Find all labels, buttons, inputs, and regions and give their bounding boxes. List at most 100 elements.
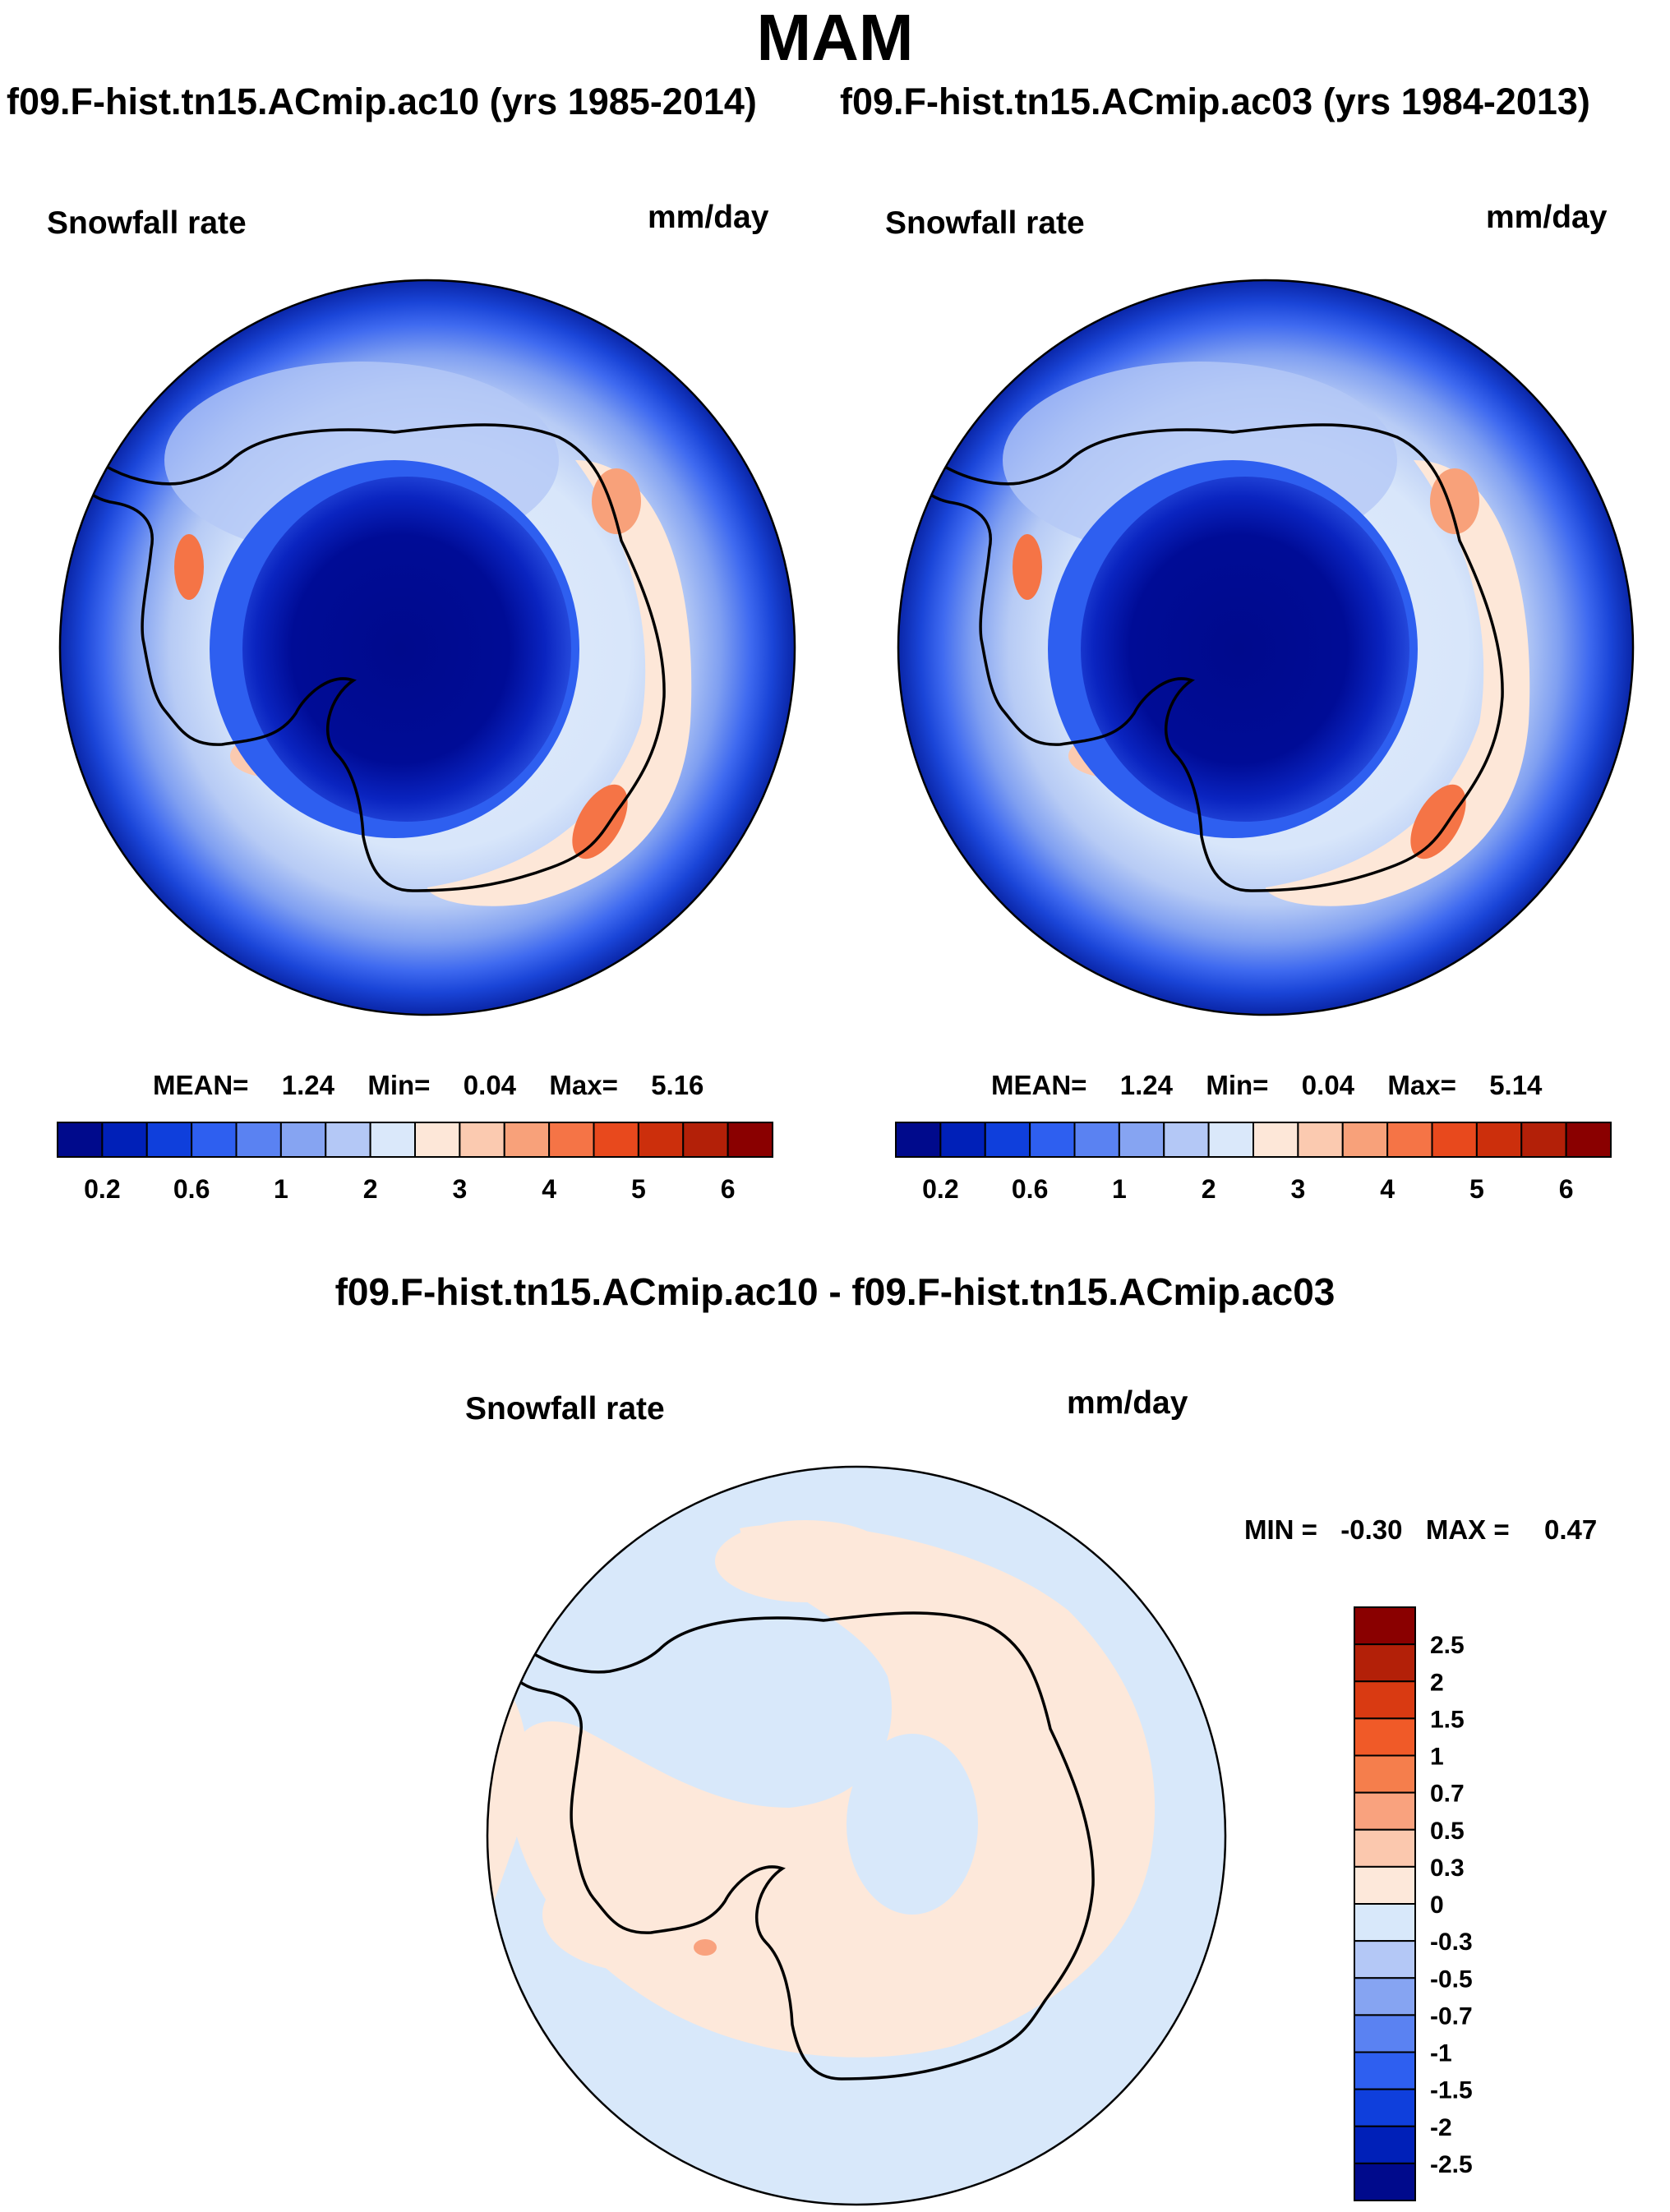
panel3-max-label: MAX = (1425, 1514, 1510, 1545)
panel1-max-label: Max= (549, 1070, 618, 1100)
panel1-warm-spot-peninsula (174, 534, 204, 600)
panel3-colorbar-tick-9: -0.5 (1430, 1965, 1473, 1993)
panel1-colorbar-box-15 (727, 1122, 773, 1158)
panel3-colorbar-tick-7: 0 (1430, 1892, 1444, 1919)
panel2-colorbar-tick-3: 2 (1202, 1174, 1216, 1204)
panel3-max-value: 0.47 (1543, 1514, 1598, 1545)
panel1-interior-field (242, 477, 571, 822)
panel1-colorbar-tick-5: 4 (542, 1174, 556, 1204)
panel2-mean-value: 1.24 (1119, 1070, 1174, 1100)
panel2-colorbar-box-9 (1297, 1122, 1344, 1158)
panel1-colorbar (57, 1122, 773, 1158)
panel3-colorbar-box-3 (1354, 1717, 1416, 1757)
panel3-colorbar-ticks: 2.5 2 1.5 1 0.7 0.5 0.3 0 -0.3 -0.5 -0.7 -1 -1.5 -2 -2… (1430, 1632, 1473, 2178)
panel3-colorbar (1354, 1606, 1416, 2201)
panel2-colorbar-box-15 (1565, 1122, 1612, 1158)
panel1-colorbar-box-1 (101, 1122, 148, 1158)
panel3-colorbar-tick-14: -2.5 (1430, 2151, 1473, 2178)
panel3-colorbar-box-6 (1354, 1828, 1416, 1868)
panel2-colorbar-box-13 (1475, 1122, 1523, 1158)
panel1-mean-label: MEAN= (153, 1070, 249, 1100)
panel3-colorbar-tick-2: 1.5 (1430, 1706, 1465, 1733)
panel1-colorbar-tick-3: 2 (363, 1174, 378, 1204)
panel2-max-label: Max= (1387, 1070, 1456, 1100)
panel1-colorbar-box-9 (459, 1122, 505, 1158)
panel2-colorbar-tick-7: 6 (1559, 1174, 1574, 1204)
panel1-units-label: mm/day (648, 200, 769, 235)
difference-title: f09.F-hist.tn15.ACmip.ac10 - f09.F-hist.… (334, 1270, 1336, 1313)
panel1-colorbar-tick-7: 6 (721, 1174, 736, 1204)
panel3-colorbar-box-1 (1354, 1643, 1416, 1683)
panel1-colorbar-box-7 (369, 1122, 416, 1158)
panel1-colorbar-box-14 (682, 1122, 729, 1158)
panel2-colorbar-box-2 (984, 1122, 1031, 1158)
panel2-colorbar-tick-6: 5 (1469, 1174, 1484, 1204)
panel3-colorbar-box-12 (1354, 2051, 1416, 2090)
panel1-colorbar-tick-1: 0.6 (173, 1174, 210, 1204)
panel2-colorbar-box-10 (1341, 1122, 1389, 1158)
panel2-variable-label: Snowfall rate (885, 205, 1085, 241)
panel3-variable-label: Snowfall rate (465, 1391, 665, 1426)
panel3-stats: MIN = -0.30 MAX = 0.47 (1244, 1514, 1597, 1546)
panel3-colorbar-box-10 (1354, 1977, 1416, 2016)
panel2-max-value: 5.14 (1489, 1070, 1543, 1100)
panel3-colorbar-tick-6: 0.3 (1430, 1855, 1465, 1882)
panel2-units-label: mm/day (1486, 200, 1608, 235)
panel2-map (898, 280, 1633, 1015)
panel1-min-label: Min= (367, 1070, 431, 1100)
panel3-map-border (486, 1465, 1227, 2206)
panel2-colorbar-box-7 (1207, 1122, 1254, 1158)
panel3-min-label: MIN = (1244, 1514, 1317, 1545)
panel3-colorbar-tick-0: 2.5 (1430, 1632, 1465, 1659)
panel1-map (60, 280, 795, 1015)
panel3-positive-field-ross (542, 1857, 740, 1972)
panel2-mean-label: MEAN= (991, 1070, 1087, 1100)
panel3-colorbar-tick-10: -0.7 (1430, 2002, 1473, 2030)
panel2-colorbar-box-0 (895, 1122, 942, 1158)
panel1-colorbar-box-4 (235, 1122, 282, 1158)
panel3-min-value: -0.30 (1340, 1514, 1403, 1545)
panel1-colorbar-box-6 (325, 1122, 371, 1158)
panel1-colorbar-ticks: 0.2 0.6 1 2 3 4 5 6 (84, 1174, 735, 1204)
panel3-colorbar-box-8 (1354, 1903, 1416, 1942)
panel2-colorbar-box-6 (1163, 1122, 1210, 1158)
panel1-colorbar-box-13 (637, 1122, 685, 1158)
panel2-colorbar-tick-4: 3 (1290, 1174, 1305, 1204)
panel3-colorbar-tick-13: -2 (1430, 2114, 1452, 2141)
panel3-colorbar-tick-4: 0.7 (1430, 1781, 1465, 1808)
panel3-units-label: mm/day (1067, 1385, 1188, 1421)
panel2-colorbar-box-3 (1029, 1122, 1076, 1158)
panel3-colorbar-box-5 (1354, 1791, 1416, 1831)
panel2-stats: MEAN= 1.24 Min= 0.04 Max= 5.14 (991, 1070, 1542, 1101)
panel2-colorbar-tick-5: 4 (1380, 1174, 1395, 1204)
main-title: MAM (756, 1, 914, 74)
panel1-colorbar-tick-2: 1 (274, 1174, 288, 1204)
panel2-colorbar-ticks: 0.2 0.6 1 2 3 4 5 6 (922, 1174, 1573, 1204)
panel3-colorbar-tick-11: -1 (1430, 2040, 1452, 2067)
panel2-colorbar-box-12 (1431, 1122, 1478, 1158)
panel2-min-label: Min= (1206, 1070, 1269, 1100)
panel2-colorbar-box-8 (1252, 1122, 1299, 1158)
panel2-colorbar-box-4 (1073, 1122, 1120, 1158)
panel2-colorbar-box-11 (1386, 1122, 1433, 1158)
panel1-variable-label: Snowfall rate (47, 205, 247, 241)
panel1-max-value: 5.16 (651, 1070, 704, 1100)
panel3-colorbar-box-11 (1354, 2014, 1416, 2053)
panel1-map-border (58, 279, 796, 1016)
panel3-colorbar-box-15 (1354, 2162, 1416, 2201)
panel1-colorbar-box-0 (57, 1122, 104, 1158)
panel3-colorbar-box-2 (1354, 1680, 1416, 1720)
panel1-colorbar-tick-0: 0.2 (84, 1174, 120, 1204)
panel2-colorbar-tick-2: 1 (1112, 1174, 1127, 1204)
subtitle-right: f09.F-hist.tn15.ACmip.ac03 (yrs 1984-201… (840, 81, 1590, 122)
panel2-colorbar-box-14 (1520, 1122, 1567, 1158)
panel3-colorbar-tick-5: 0.5 (1430, 1818, 1465, 1845)
panel3-colorbar-tick-12: -1.5 (1430, 2077, 1473, 2104)
panel2-colorbar-box-5 (1118, 1122, 1165, 1158)
panel1-mean-value: 1.24 (281, 1070, 335, 1100)
panel3-positive-spot (694, 1939, 717, 1956)
panel2-colorbar (895, 1122, 1612, 1158)
panel2-colorbar-tick-1: 0.6 (1012, 1174, 1048, 1204)
panel2-colorbar-box-1 (939, 1122, 986, 1158)
